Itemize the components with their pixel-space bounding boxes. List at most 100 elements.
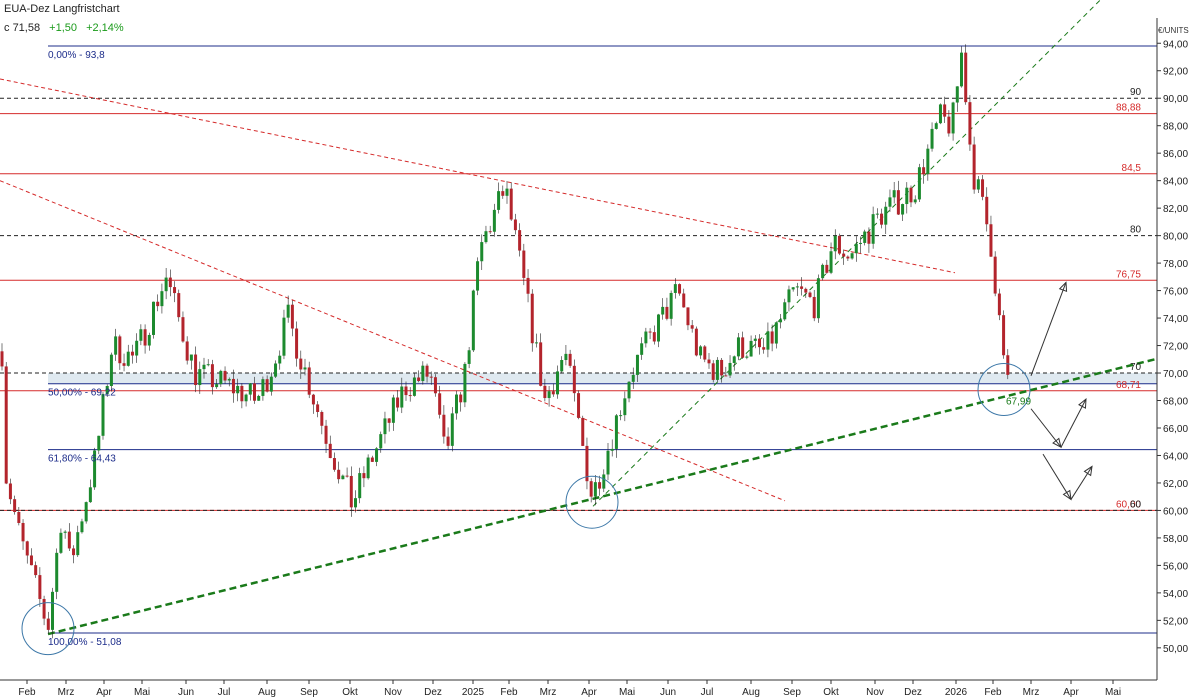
- candle-body: [711, 363, 715, 380]
- candle-body: [118, 336, 122, 364]
- candle-body: [210, 364, 214, 388]
- candle-body: [320, 411, 324, 426]
- candle-body: [391, 397, 395, 423]
- x-tick-label: Okt: [342, 687, 358, 698]
- candle-body: [248, 383, 252, 395]
- x-tick-label: 2026: [945, 687, 968, 698]
- candle-body: [530, 293, 534, 344]
- candle-body: [850, 253, 854, 259]
- candle-body: [0, 351, 4, 367]
- candle-body: [139, 329, 143, 341]
- candle-body: [795, 286, 799, 288]
- candle-body: [109, 354, 113, 386]
- candles-layer: [0, 44, 1010, 639]
- candle-body: [455, 394, 458, 414]
- candle-body: [880, 213, 884, 225]
- candle-body: [989, 224, 993, 257]
- candle-body: [551, 391, 555, 395]
- candle-body: [934, 123, 938, 129]
- candle-body: [816, 278, 820, 319]
- candle-body: [105, 385, 109, 395]
- fibonacci-label: 100,00% - 51,08: [48, 637, 122, 648]
- candle-body: [97, 435, 101, 451]
- support-zone-layer: [48, 373, 1157, 385]
- candle-body: [728, 362, 732, 376]
- candle-body: [640, 343, 644, 355]
- candle-body: [492, 209, 496, 232]
- candle-body: [463, 363, 467, 403]
- candle-body: [745, 356, 749, 358]
- fibonacci-label: 0,00% - 93,8: [48, 50, 105, 61]
- candle-body: [231, 378, 235, 394]
- candle-body: [509, 188, 513, 220]
- candle-body: [362, 473, 366, 479]
- x-tick-label: Jul: [218, 687, 231, 698]
- candle-body: [715, 359, 719, 380]
- candle-body: [539, 342, 543, 386]
- x-tick-label: Nov: [384, 687, 402, 698]
- marker-layer: [21, 281, 1093, 656]
- y-tick-label: 60,00: [1163, 506, 1188, 517]
- candle-body: [821, 264, 825, 279]
- candle-body: [341, 475, 345, 480]
- candle-body: [358, 473, 362, 499]
- candle-body: [985, 196, 989, 225]
- x-tick-label: Mai: [619, 687, 635, 698]
- candle-body: [198, 369, 202, 386]
- candle-body: [467, 350, 471, 364]
- y-tick-label: 62,00: [1163, 479, 1188, 490]
- candle-body: [960, 52, 963, 87]
- candle-body: [80, 521, 84, 533]
- candle-body: [736, 337, 740, 357]
- candle-body: [429, 376, 433, 378]
- candle-body: [774, 322, 778, 344]
- x-tick-label: Aug: [742, 687, 760, 698]
- x-tick-label: Dez: [904, 687, 922, 698]
- candle-body: [825, 264, 829, 273]
- candle-body: [152, 301, 155, 335]
- level-labels-layer: 0,00% - 93,8 88,88 84,5 76,75 50,00% - 69,22…: [48, 50, 1142, 648]
- candle-body: [135, 340, 139, 356]
- scenario-arrow-up-head: [1058, 281, 1068, 293]
- candle-body: [614, 415, 618, 449]
- candle-body: [84, 502, 88, 522]
- candle-body: [450, 413, 454, 446]
- low-price-annotation: 67,99: [1006, 397, 1031, 408]
- candle-body: [707, 359, 711, 364]
- candle-body: [194, 354, 198, 386]
- candle-body: [644, 331, 648, 344]
- candle-body: [471, 290, 475, 351]
- candle-body: [800, 286, 804, 289]
- candle-body: [787, 289, 791, 303]
- candle-body: [4, 366, 8, 484]
- candle-body: [114, 336, 118, 355]
- candle-body: [67, 531, 71, 549]
- candle-body: [290, 304, 294, 329]
- candle-body: [762, 347, 766, 350]
- fibonacci-label: 50,00% - 69,22: [48, 388, 116, 399]
- candle-body: [955, 86, 959, 103]
- candle-body: [143, 329, 147, 346]
- candle-body: [657, 314, 660, 342]
- candle-body: [244, 394, 248, 402]
- candle-body: [459, 394, 463, 403]
- candle-body: [17, 512, 21, 523]
- candle-body: [55, 552, 59, 592]
- candle-body: [396, 397, 400, 408]
- x-tick-label: 2025: [462, 687, 485, 698]
- candle-body: [560, 360, 564, 372]
- candle-body: [669, 292, 673, 319]
- candle-body: [93, 450, 97, 488]
- candle-body: [88, 487, 92, 503]
- candle-body: [8, 483, 12, 500]
- y-tick-label: 94,00: [1163, 39, 1188, 50]
- y-tick-label: 80,00: [1163, 232, 1188, 243]
- candle-body: [282, 317, 286, 356]
- candle-body: [981, 179, 985, 197]
- y-tick-label: 84,00: [1163, 177, 1188, 188]
- y-tick-label: 54,00: [1163, 589, 1188, 600]
- swing-low-circle: [565, 475, 619, 529]
- x-tick-label: Okt: [823, 687, 839, 698]
- x-tick-label: Nov: [866, 687, 884, 698]
